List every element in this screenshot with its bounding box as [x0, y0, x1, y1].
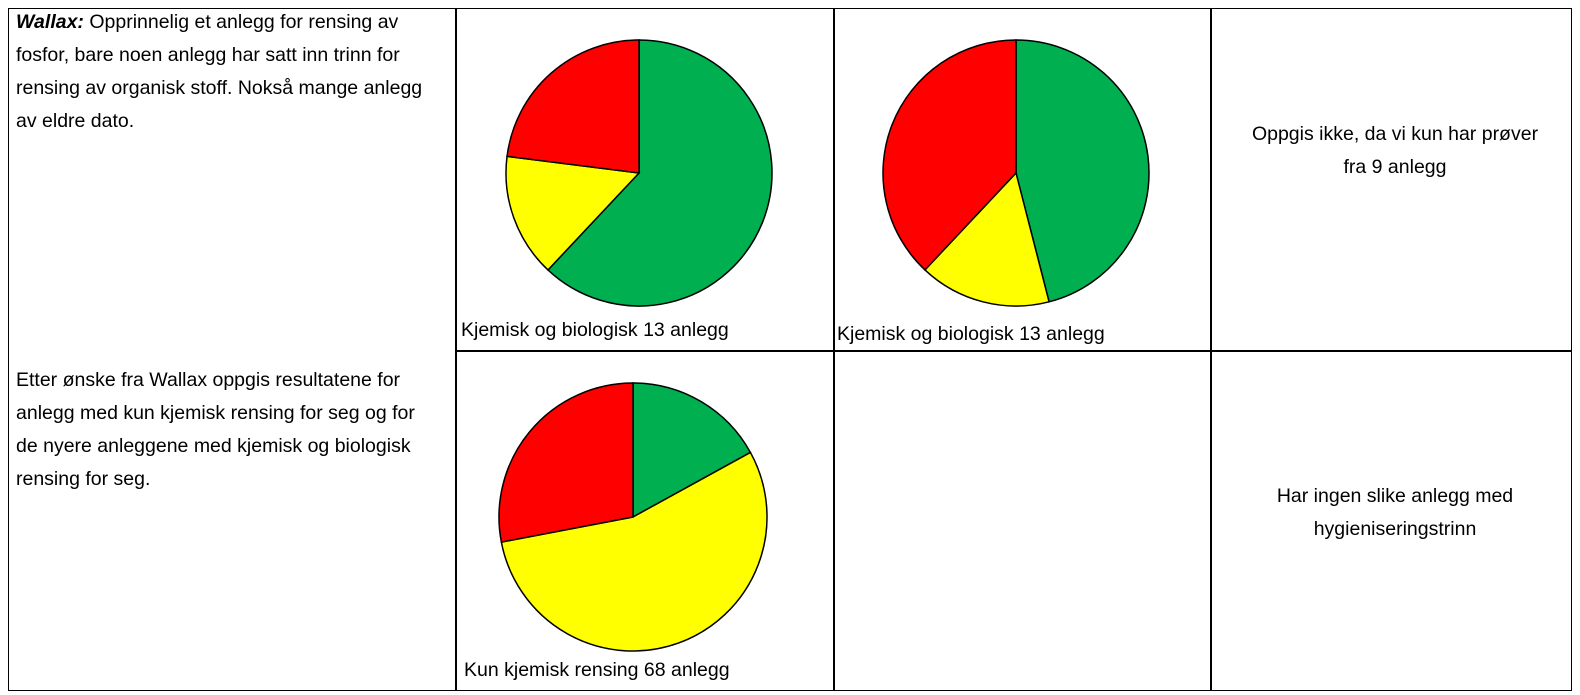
note: Har ingen slike anlegg med hygienisering…: [1276, 485, 1514, 540]
cell: [1210, 8, 1572, 352]
pie-slice: [546, 39, 773, 307]
pie-slice: [506, 39, 640, 174]
pie-slice: [632, 382, 752, 519]
pie-caption: Kun kjemisk rensing 68 anlegg: [464, 659, 730, 681]
pie-slice: [882, 39, 1017, 272]
pie-caption: Kjemisk og biologisk 13 anlegg: [837, 323, 1105, 345]
note: Etter ønske fra Wallax oppgis resultaten…: [16, 369, 415, 490]
cell: [1210, 350, 1572, 691]
pie-slice: [505, 155, 641, 272]
note: Oppgis ikke, da vi kun har prøver fra 9 …: [1251, 123, 1539, 178]
cell: [833, 8, 1212, 352]
pie-caption: Kjemisk og biologisk 13 anlegg: [461, 319, 729, 341]
pie-slice: [498, 382, 634, 543]
intro-text: Opprinnelig et anlegg for rensing av fos…: [16, 11, 423, 132]
pie-slice: [923, 171, 1050, 307]
left-cell: [8, 8, 457, 691]
cell: [455, 350, 835, 691]
cell: [833, 350, 1212, 691]
intro: Wallax: Opprinnelig et anlegg for rensin…: [16, 6, 448, 138]
pie-slice: [1015, 39, 1150, 303]
label: Wallax:: [16, 11, 84, 33]
cell: [455, 8, 835, 352]
pie-slice: [500, 451, 768, 652]
